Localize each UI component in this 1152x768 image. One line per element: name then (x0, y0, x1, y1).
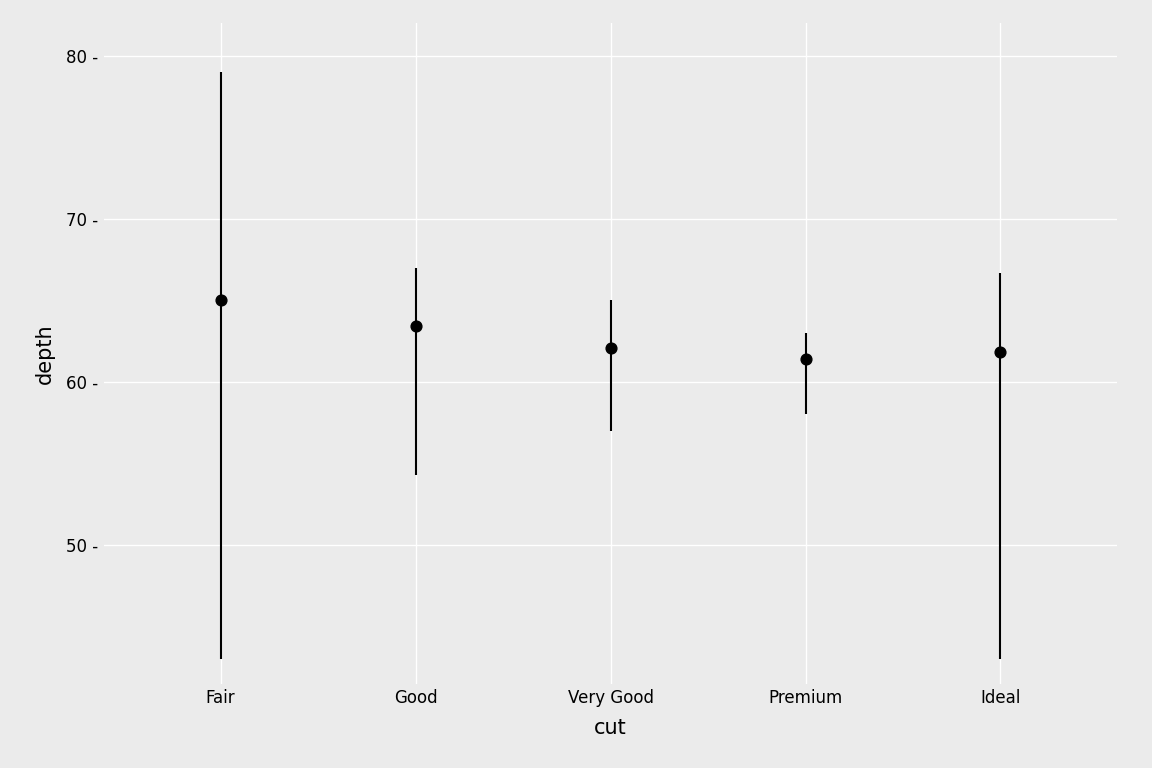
Point (407, 320, 425, 333)
Point (796, 353, 814, 365)
Point (601, 342, 620, 354)
Point (991, 346, 1009, 359)
Y-axis label: depth: depth (35, 323, 55, 383)
Point (212, 294, 230, 306)
X-axis label: cut: cut (594, 718, 627, 738)
